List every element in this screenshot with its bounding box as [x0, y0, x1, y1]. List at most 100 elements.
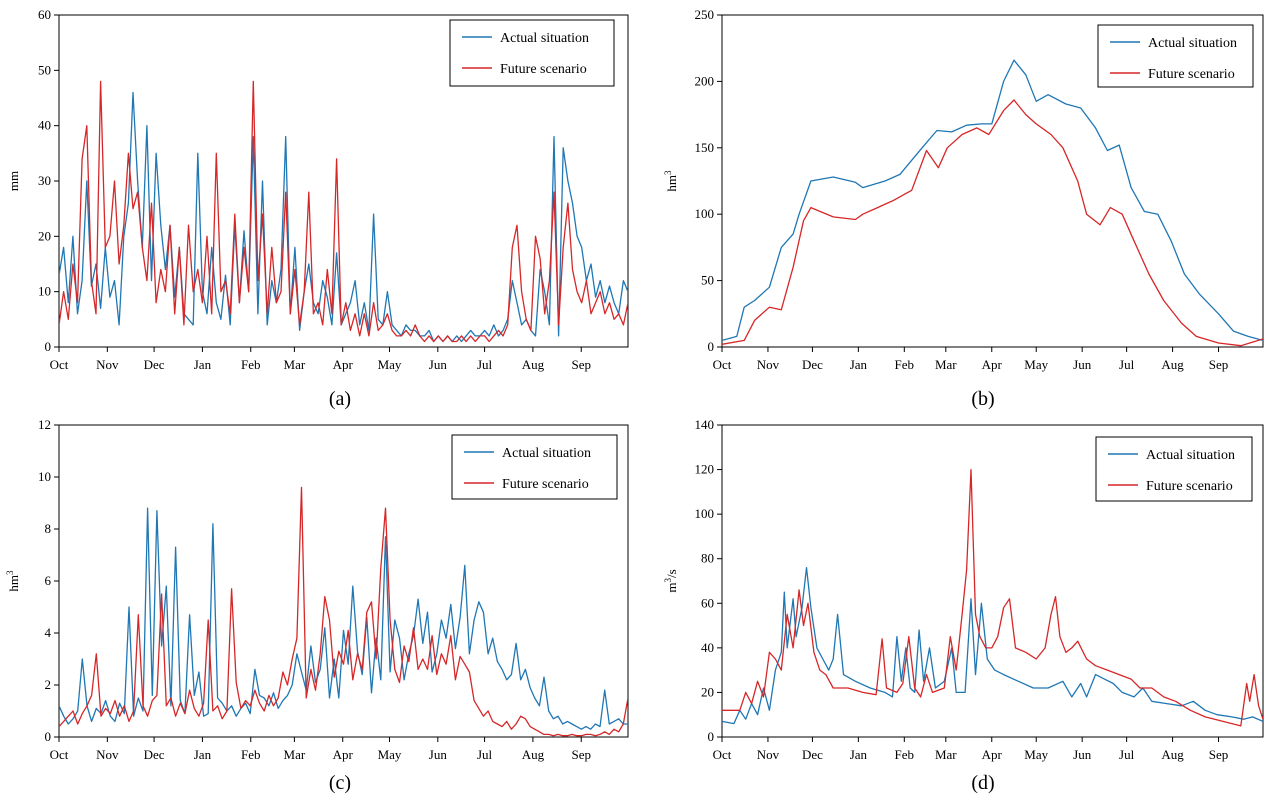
- y-tick-label: 30: [38, 173, 51, 188]
- legend-label: Actual situation: [500, 31, 589, 46]
- x-tick-label: Jan: [850, 357, 868, 372]
- panel-d: 0 20 40 60 80 100 120 140 Oct Nov Dec Jan Feb Mar Apr M…: [663, 417, 1264, 794]
- y-tick-label: 4: [45, 625, 52, 640]
- x-tick-label: Jul: [1119, 357, 1135, 372]
- panel-a: 0 10 20 30 40 50 60 Oct Nov Dec Jan Feb Mar Apr May Jun…: [6, 7, 629, 410]
- x-tick-label: Sep: [571, 357, 591, 372]
- x-tick-label: Sep: [1209, 357, 1229, 372]
- x-tick-label: Oct: [50, 357, 69, 372]
- y-tick-label: 150: [695, 140, 715, 155]
- series-line-actual: [722, 59, 1263, 342]
- y-tick-label: 80: [701, 551, 714, 566]
- legend-box: [1095, 436, 1253, 502]
- series-line-actual: [59, 507, 628, 730]
- x-tick-label: Sep: [571, 747, 591, 762]
- y-tick-label: 140: [695, 417, 715, 432]
- plot-frame: [721, 14, 1264, 348]
- series-line-future: [59, 486, 628, 737]
- x-tick-label: Sep: [1209, 747, 1229, 762]
- legend-box: [449, 19, 615, 87]
- x-tick-label: Nov: [96, 747, 119, 762]
- y-axis-title: mm: [6, 171, 21, 191]
- y-tick-label: 8: [45, 521, 52, 536]
- x-tick-label: Jul: [1119, 747, 1135, 762]
- x-tick-label: Jun: [429, 747, 448, 762]
- panel-caption: (a): [329, 388, 351, 410]
- panel-c: 0 2 4 6 8 10 12 Oct Nov Dec Jan Feb Mar Apr May Jun Jul A…: [5, 417, 629, 794]
- x-tick-label: Dec: [802, 357, 823, 372]
- series-line-future: [59, 80, 628, 343]
- x-tick-label: May: [1024, 357, 1048, 372]
- x-tick-label: Aug: [522, 747, 545, 762]
- x-tick-label: Jan: [850, 747, 868, 762]
- series-line-future: [722, 99, 1263, 347]
- x-tick-label: Apr: [333, 747, 354, 762]
- y-tick-label: 40: [701, 640, 714, 655]
- y-tick-label: 200: [695, 73, 715, 88]
- legend-label: Future scenario: [500, 62, 587, 77]
- legend-label: Actual situation: [1146, 448, 1235, 463]
- panel-b: 0 50 100 150 200 250 Oct Nov Dec Jan Feb Mar Apr May J…: [663, 7, 1264, 410]
- x-tick-label: Feb: [241, 357, 261, 372]
- x-tick-label: Dec: [144, 357, 165, 372]
- x-tick-label: Oct: [50, 747, 69, 762]
- y-tick-label: 250: [695, 7, 715, 22]
- x-tick-label: Apr: [982, 357, 1003, 372]
- y-axis-title-sup: 3: [663, 170, 673, 175]
- y-tick-label: 50: [38, 62, 51, 77]
- x-tick-label: Jan: [194, 357, 212, 372]
- x-tick-label: May: [378, 747, 402, 762]
- x-tick-label: Aug: [522, 357, 545, 372]
- y-axis-title: hm3: [5, 570, 21, 592]
- y-tick-label: 6: [45, 573, 52, 588]
- legend-label: Actual situation: [1148, 36, 1237, 51]
- y-axis-title-after: /s: [664, 569, 679, 578]
- x-tick-label: Jun: [1073, 357, 1092, 372]
- y-tick-label: 20: [701, 684, 714, 699]
- y-tick-label: 12: [38, 417, 51, 432]
- panel-caption: (d): [971, 772, 994, 794]
- y-tick-label: 120: [695, 462, 715, 477]
- x-tick-label: Feb: [241, 747, 261, 762]
- y-axis-title-main: hm: [6, 575, 21, 592]
- y-axis-title: hm3: [663, 170, 679, 192]
- x-tick-label: Oct: [713, 747, 732, 762]
- legend-label: Actual situation: [502, 446, 591, 461]
- y-axis-title-main: m: [664, 583, 679, 593]
- legend-label: Future scenario: [1146, 479, 1233, 494]
- x-tick-label: Nov: [757, 357, 780, 372]
- x-tick-label: Nov: [757, 747, 780, 762]
- x-tick-label: Feb: [895, 747, 915, 762]
- x-tick-label: Nov: [96, 357, 119, 372]
- series-line-actual: [722, 566, 1263, 725]
- x-tick-label: May: [378, 357, 402, 372]
- series-line-future: [722, 468, 1263, 727]
- y-tick-label: 20: [38, 228, 51, 243]
- y-tick-label: 10: [38, 469, 51, 484]
- legend-box: [1097, 24, 1254, 88]
- y-tick-label: 60: [701, 595, 714, 610]
- y-axis-title-sup: 3: [5, 570, 15, 575]
- x-tick-label: Apr: [333, 357, 354, 372]
- x-tick-label: Jan: [194, 747, 212, 762]
- y-tick-label: 60: [38, 7, 51, 22]
- series-line-actual: [59, 91, 628, 343]
- legend-box: [451, 434, 618, 500]
- x-tick-label: Jun: [429, 357, 448, 372]
- x-tick-label: Dec: [802, 747, 823, 762]
- x-tick-label: Mar: [284, 747, 306, 762]
- x-tick-label: Jul: [477, 357, 493, 372]
- legend-label: Future scenario: [502, 477, 589, 492]
- x-tick-label: Mar: [935, 747, 957, 762]
- x-tick-label: Dec: [144, 747, 165, 762]
- panel-caption: (c): [329, 772, 351, 794]
- y-tick-label: 0: [708, 339, 715, 354]
- x-tick-label: Aug: [1161, 357, 1184, 372]
- x-tick-label: Aug: [1161, 747, 1184, 762]
- y-tick-label: 0: [708, 729, 715, 744]
- y-tick-label: 2: [45, 677, 52, 692]
- y-tick-label: 100: [695, 206, 715, 221]
- x-tick-label: Apr: [982, 747, 1003, 762]
- x-tick-label: Feb: [895, 357, 915, 372]
